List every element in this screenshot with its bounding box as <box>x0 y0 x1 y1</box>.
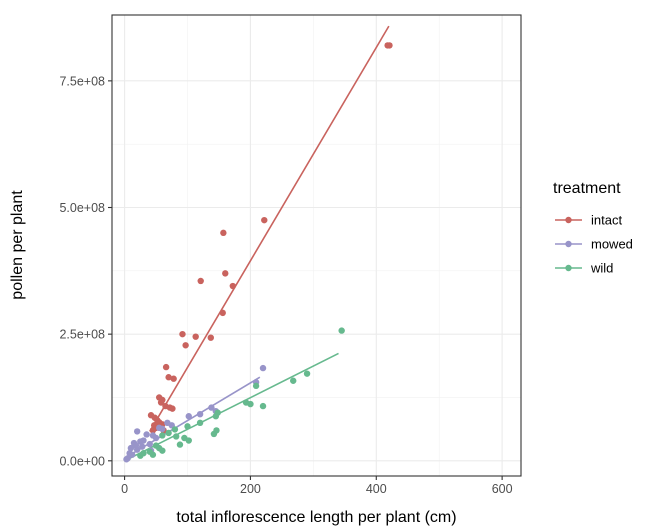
legend-title: treatment <box>553 180 621 197</box>
x-tick-label: 600 <box>492 482 513 496</box>
data-point-mowed <box>185 413 192 420</box>
data-point-wild <box>165 429 172 437</box>
data-point-wild <box>159 447 166 454</box>
data-point-mowed <box>127 444 135 452</box>
data-point-wild <box>303 370 311 377</box>
data-point-mowed <box>128 451 136 458</box>
data-point-wild <box>184 423 191 430</box>
x-axis-title: total inflorescence length per plant (cm… <box>176 509 456 526</box>
legend: treatment intact mowed wild <box>553 180 633 276</box>
data-point-intact <box>197 277 204 285</box>
data-point-mowed <box>196 410 204 418</box>
y-tick-label: 0.0e+00 <box>59 454 105 468</box>
data-point-intact <box>207 334 214 341</box>
fit-line-intact <box>149 25 390 432</box>
data-point-mowed <box>259 364 267 372</box>
data-point-wild <box>185 437 192 444</box>
data-point-mowed <box>152 434 160 442</box>
data-point-wild <box>137 452 144 459</box>
legend-key-point-intact <box>565 216 572 224</box>
data-point-mowed <box>132 442 140 449</box>
y-axis-ticks: 0.0e+00 2.5e+08 5.0e+08 7.5e+08 <box>59 74 112 468</box>
x-tick-label: 200 <box>240 482 261 496</box>
data-point-intact <box>162 363 170 371</box>
data-point-mowed <box>159 425 166 433</box>
data-point-intact <box>157 399 165 406</box>
data-point-mowed <box>208 404 215 411</box>
data-point-mowed <box>146 440 153 448</box>
fit-line-wild <box>124 352 339 462</box>
data-point-wild <box>338 327 345 334</box>
y-tick-label: 2.5e+08 <box>59 328 105 342</box>
data-point-mowed <box>139 443 146 450</box>
data-point-intact <box>219 309 226 317</box>
legend-label-wild: wild <box>590 261 613 276</box>
y-tick-label: 7.5e+08 <box>59 74 105 88</box>
data-point-mowed <box>133 428 141 435</box>
data-point-intact <box>169 405 176 412</box>
x-tick-label: 0 <box>121 482 128 496</box>
data-point-intact <box>261 216 268 224</box>
grid-lines <box>112 15 521 476</box>
data-point-intact <box>192 333 199 340</box>
y-axis-title: pollen per plant <box>9 190 26 300</box>
data-point-wild <box>259 402 267 410</box>
legend-label-intact: intact <box>591 213 622 228</box>
x-axis-ticks: 0 200 400 600 <box>121 476 513 496</box>
data-point-wild <box>149 451 157 458</box>
data-point-mowed <box>143 431 150 438</box>
data-point-intact <box>170 375 177 382</box>
legend-label-mowed: mowed <box>591 237 633 252</box>
data-point-wild <box>176 441 184 448</box>
data-point-intact <box>182 342 189 349</box>
data-point-wild <box>196 419 204 427</box>
legend-key-point-mowed <box>565 240 572 248</box>
legend-key-point-wild <box>565 264 572 272</box>
data-point-wild <box>290 377 297 384</box>
data-point-intact <box>229 282 237 290</box>
plot-border <box>111 14 522 477</box>
plot-panel <box>112 15 521 476</box>
data-point-mowed <box>123 456 130 463</box>
data-point-intact <box>222 270 229 277</box>
data-point-intact <box>220 229 227 237</box>
data-points <box>123 42 393 463</box>
data-point-wild <box>210 430 218 438</box>
data-point-intact <box>179 330 186 338</box>
data-point-wild <box>159 432 166 439</box>
x-tick-label: 400 <box>366 482 387 496</box>
data-point-wild <box>212 413 220 420</box>
data-point-wild <box>172 433 180 440</box>
y-tick-label: 5.0e+08 <box>59 201 105 215</box>
data-point-wild <box>247 400 254 408</box>
data-point-mowed <box>137 438 144 445</box>
data-point-intact <box>149 427 157 434</box>
data-point-wild <box>171 426 179 433</box>
data-point-wild <box>252 382 260 390</box>
data-point-intact <box>165 374 172 381</box>
data-point-intact <box>386 42 393 49</box>
